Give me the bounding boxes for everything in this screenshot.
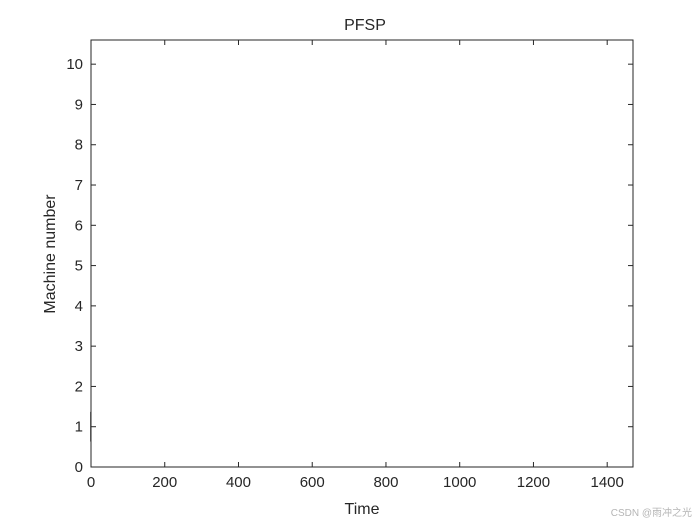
y-tick-label: 5 [75, 258, 83, 275]
plot-area [90, 39, 634, 468]
y-tick-label: 3 [75, 338, 83, 355]
x-tick-label: 200 [152, 474, 177, 491]
y-tick-label: 2 [75, 378, 83, 395]
y-tick-label: 1 [75, 419, 83, 436]
y-tick-label: 6 [75, 217, 83, 234]
y-tick-label: 10 [66, 56, 83, 73]
y-tick-label: 7 [75, 177, 83, 194]
axes: 0 200 400 600 800 1000 1200 1400 0 1 2 3 4 5 6 7 8 9 10 [66, 39, 634, 491]
x-tick-label: 600 [300, 474, 325, 491]
y-tick-label: 9 [75, 96, 83, 113]
chart-title: PFSP [344, 17, 386, 34]
y-tick-label: 4 [75, 298, 83, 315]
x-tick-label: 400 [226, 474, 251, 491]
x-tick-label: 1000 [443, 474, 476, 491]
x-tick-label: 1200 [517, 474, 550, 491]
x-tick-label: 1400 [591, 474, 624, 491]
y-tick-label: 0 [75, 459, 83, 476]
x-tick-label: 0 [87, 474, 95, 491]
x-tick-label: 800 [373, 474, 398, 491]
y-tick-label: 8 [75, 137, 83, 154]
watermark: CSDN @雨冲之光 [610, 508, 692, 519]
y-axis-label: Machine number [42, 194, 59, 314]
x-axis-label: Time [345, 501, 380, 518]
